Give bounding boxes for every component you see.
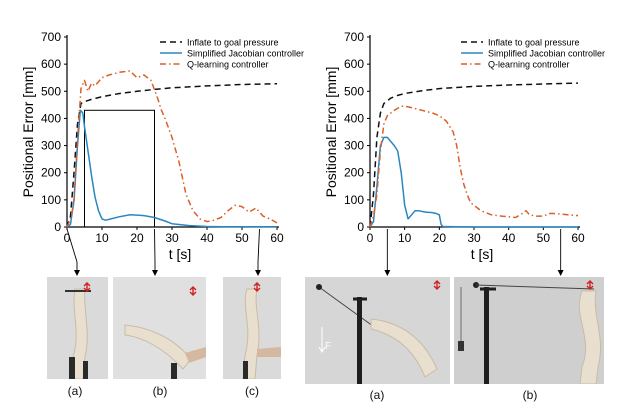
callout-arrows	[66, 228, 564, 276]
y-axis-label: Positional Error [mm]	[323, 67, 339, 198]
callout-arrow-tip-head	[255, 270, 261, 276]
y-tick-label: 200	[344, 166, 364, 180]
y-tick-label: 300	[344, 139, 364, 153]
series-line	[369, 136, 578, 228]
series-line	[66, 109, 277, 228]
series-line	[369, 82, 579, 228]
y-tick-label: 600	[344, 57, 364, 71]
series-line	[66, 70, 278, 228]
soft-robot-image	[223, 277, 281, 379]
y-tick-label: 200	[41, 166, 61, 180]
y-tick-label: 0	[54, 220, 61, 234]
caption-right-a: (a)	[369, 388, 385, 402]
x-tick-label: 10	[95, 231, 109, 245]
x-tick-label: 30	[165, 231, 179, 245]
y-axis-label: Positional Error [mm]	[20, 67, 36, 198]
soft-robot-image	[454, 277, 604, 384]
y-tick-label: 600	[41, 57, 61, 71]
x-axis-label: t [s]	[471, 246, 494, 262]
photo-left-b	[113, 277, 206, 379]
force-label: F	[325, 341, 332, 352]
x-tick-label: 0	[64, 231, 71, 245]
caption-right-b: (b)	[522, 388, 538, 402]
legend-label: Inflate to goal pressure	[488, 38, 580, 48]
x-tick-label: 40	[502, 231, 516, 245]
x-axis-label: t [s]	[169, 246, 192, 262]
callout-arrow-tip-head	[152, 270, 158, 276]
y-tick-label: 400	[344, 111, 364, 125]
callout-arrow	[66, 228, 78, 263]
caption-left-b: (b)	[152, 384, 168, 398]
zoom-box	[84, 109, 155, 228]
y-tick-label: 500	[344, 84, 364, 98]
legend-label: Q-learning controller	[187, 60, 269, 70]
photo-left-c	[223, 277, 281, 379]
x-tick-label: 50	[537, 231, 551, 245]
callout-arrow-head	[384, 270, 391, 276]
x-tick-label: 50	[235, 231, 249, 245]
callout-arrow-head	[557, 270, 564, 276]
y-tick-label: 700	[344, 30, 364, 44]
y-tick-label: 100	[344, 193, 364, 207]
y-tick-label: 0	[357, 220, 364, 234]
legend-label: Q-learning controller	[488, 60, 570, 70]
y-tick-label: 100	[41, 193, 61, 207]
legend-label: Inflate to goal pressure	[187, 38, 279, 48]
caption-left-c: (c)	[245, 384, 259, 398]
series-line	[369, 105, 579, 228]
x-tick-label: 10	[398, 231, 412, 245]
x-tick-label: 20	[433, 231, 447, 245]
y-tick-label: 700	[41, 30, 61, 44]
x-tick-label: 60	[270, 231, 284, 245]
x-tick-label: 0	[367, 231, 374, 245]
soft-robot-image	[113, 277, 206, 379]
photo-left-a	[47, 277, 108, 379]
series-line	[66, 82, 278, 228]
y-tick-label: 300	[41, 139, 61, 153]
chart-left: 0 10 20 30 40 50 600100200300400500600700Posit…	[20, 30, 304, 262]
callout-arrow	[257, 228, 260, 263]
legend-label: Simplified Jacobian controller	[187, 49, 304, 59]
legend-label: Simplified Jacobian controller	[488, 49, 605, 59]
callout-arrow-tip-head	[74, 270, 80, 276]
x-tick-label: 60	[571, 231, 585, 245]
x-tick-label: 40	[200, 231, 214, 245]
photo-right-b	[454, 277, 604, 384]
caption-left-a: (a)	[67, 384, 83, 398]
soft-robot-image	[47, 277, 108, 379]
soft-robot-image	[305, 277, 450, 384]
chart-right: 0 10 20 30 40 50 600100200300400500600700Posit…	[323, 30, 605, 262]
callout-arrow	[154, 228, 156, 263]
x-tick-label: 20	[130, 231, 144, 245]
y-tick-label: 400	[41, 111, 61, 125]
y-tick-label: 500	[41, 84, 61, 98]
x-tick-label: 30	[467, 231, 481, 245]
photo-right-a: F	[305, 277, 450, 384]
